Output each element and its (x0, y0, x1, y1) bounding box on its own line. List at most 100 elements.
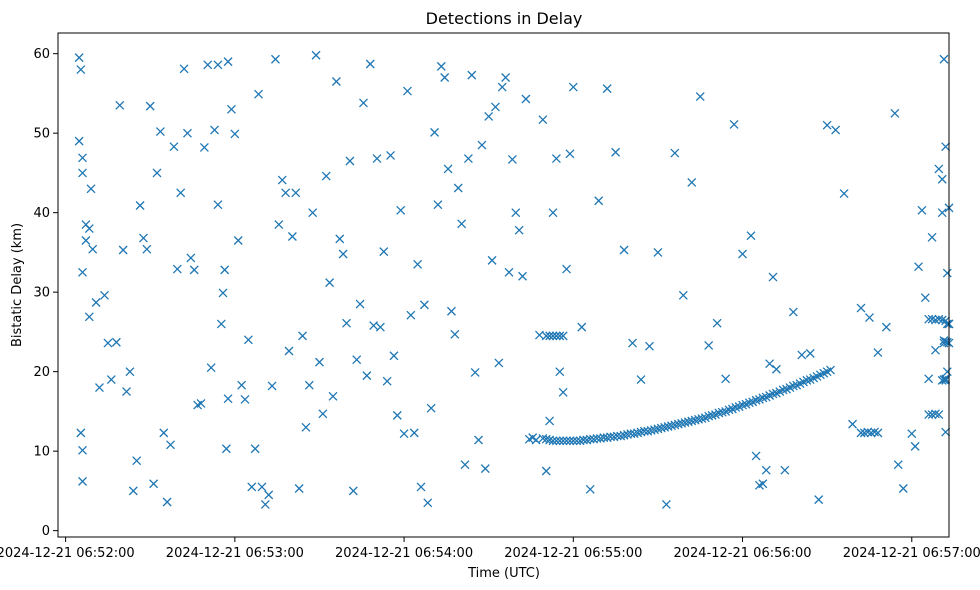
detection-marker (802, 375, 812, 385)
detection-marker (602, 84, 612, 94)
detection-marker (213, 60, 223, 70)
detection-marker (650, 425, 659, 435)
detection-marker (619, 430, 629, 440)
detection-marker (934, 410, 944, 420)
detection-marker (325, 278, 335, 288)
detection-marker (328, 391, 338, 401)
detection-marker (585, 484, 595, 494)
detection-marker (873, 428, 883, 438)
detection-marker (176, 188, 186, 198)
detection-marker (704, 340, 714, 350)
x-tick-label: 2024-12-21 06:53:00 (166, 546, 304, 561)
detection-marker (196, 398, 206, 408)
detection-marker (447, 306, 456, 316)
detection-marker (206, 363, 216, 373)
detection-marker (308, 208, 318, 218)
detection-marker (443, 164, 453, 174)
detection-marker (382, 376, 392, 386)
detection-marker (645, 341, 654, 351)
y-axis-ticks: 0 10 20 30 40 50 60 (33, 47, 58, 539)
detection-marker (78, 168, 87, 178)
x-tick-label: 2024-12-21 06:52:00 (0, 546, 135, 561)
detection-marker (768, 272, 778, 282)
detection-marker (941, 375, 951, 385)
detection-marker (301, 422, 311, 432)
detection-marker (941, 374, 951, 384)
detection-marker (629, 429, 639, 439)
detection-marker (413, 259, 423, 269)
detection-marker (920, 293, 930, 303)
detection-marker (667, 421, 676, 431)
detection-marker (125, 367, 135, 377)
detection-marker (355, 299, 365, 309)
y-tick-label: 0 (42, 524, 50, 539)
detection-marker (76, 65, 86, 75)
detection-marker (396, 205, 406, 215)
detection-marker (315, 357, 324, 367)
detection-marker (504, 267, 514, 277)
x-tick-label: 2024-12-21 06:54:00 (335, 546, 473, 561)
detection-marker (568, 82, 578, 92)
detection-marker (931, 315, 940, 325)
detection-marker (941, 427, 951, 437)
detection-marker (677, 418, 687, 428)
detection-marker (633, 428, 643, 438)
detection-marker (673, 419, 683, 429)
detection-marker (345, 156, 355, 166)
detection-marker (460, 460, 470, 470)
detection-marker (247, 482, 257, 492)
detection-marker (941, 142, 951, 152)
detection-marker (271, 54, 280, 64)
detection-marker (91, 298, 101, 307)
detection-marker (788, 307, 798, 317)
detection-marker (729, 119, 739, 129)
detection-marker (558, 331, 568, 341)
detection-marker (548, 331, 558, 341)
detection-marker (653, 424, 663, 434)
detection-marker (298, 331, 307, 341)
detection-marker (822, 120, 832, 130)
detection-marker (942, 367, 952, 377)
detection-marker (254, 89, 263, 99)
detection-marker (436, 61, 446, 71)
detection-marker (203, 60, 213, 70)
detection-marker (771, 364, 781, 374)
detection-marker (788, 381, 798, 391)
detection-marker (457, 219, 467, 229)
detection-marker (172, 264, 182, 274)
detection-marker (189, 265, 199, 275)
detection-marker (778, 385, 788, 395)
detection-marker (562, 264, 571, 274)
detection-marker (678, 290, 688, 300)
detection-marker (924, 374, 934, 384)
detection-marker (859, 428, 869, 438)
detection-marker (494, 358, 504, 368)
detection-marker (81, 236, 91, 245)
detection-marker (237, 380, 247, 390)
detection-marker (426, 403, 436, 413)
detection-marker (738, 249, 747, 259)
detection-marker (768, 389, 778, 399)
detection-marker (122, 387, 131, 396)
detection-marker (541, 434, 551, 444)
detection-marker (538, 433, 548, 443)
detection-marker (291, 188, 301, 198)
y-tick-label: 50 (33, 127, 50, 142)
detection-marker (695, 92, 705, 102)
detection-marker (223, 57, 233, 67)
detection-marker (541, 466, 551, 476)
x-tick-label: 2024-12-21 06:56:00 (673, 546, 811, 561)
detection-marker (538, 115, 548, 125)
detection-marker (487, 255, 497, 265)
detection-marker (318, 409, 328, 419)
detection-marker (264, 490, 274, 500)
detection-marker (243, 335, 253, 345)
detection-marker (240, 395, 250, 404)
detection-marker (555, 331, 565, 341)
detection-marker (111, 337, 121, 347)
detection-marker (758, 479, 768, 489)
detection-marker (84, 312, 94, 322)
detection-marker (480, 464, 490, 474)
detection-marker (260, 499, 270, 509)
detection-marker (76, 428, 86, 438)
